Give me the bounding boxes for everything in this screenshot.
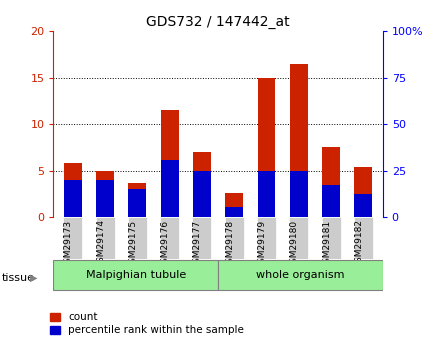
Bar: [193, 152, 211, 217]
Text: GSM29176: GSM29176: [161, 219, 170, 268]
Bar: [355, 167, 372, 217]
Bar: [53, 260, 218, 290]
Text: GSM29174: GSM29174: [96, 219, 105, 268]
Text: GSM29173: GSM29173: [64, 219, 73, 268]
Bar: [96, 180, 114, 217]
Bar: [322, 217, 340, 259]
Title: GDS732 / 147442_at: GDS732 / 147442_at: [146, 14, 290, 29]
Bar: [128, 217, 147, 259]
Text: tissue: tissue: [2, 273, 35, 283]
Text: GSM29182: GSM29182: [354, 219, 363, 268]
Text: ▶: ▶: [30, 273, 38, 283]
Text: GSM29180: GSM29180: [290, 219, 299, 268]
Bar: [258, 171, 275, 217]
Bar: [161, 160, 178, 217]
Bar: [96, 171, 114, 217]
Bar: [290, 63, 307, 217]
Bar: [322, 147, 340, 217]
Bar: [257, 217, 276, 259]
Bar: [218, 260, 383, 290]
Bar: [96, 217, 114, 259]
Bar: [64, 180, 81, 217]
Legend: count, percentile rank within the sample: count, percentile rank within the sample: [50, 312, 244, 335]
Bar: [160, 217, 179, 259]
Bar: [225, 193, 243, 217]
Bar: [289, 217, 308, 259]
Bar: [225, 217, 244, 259]
Bar: [258, 78, 275, 217]
Bar: [225, 207, 243, 217]
Bar: [193, 171, 211, 217]
Bar: [129, 189, 146, 217]
Bar: [355, 194, 372, 217]
Text: GSM29178: GSM29178: [225, 219, 234, 268]
Text: GSM29175: GSM29175: [128, 219, 138, 268]
Bar: [290, 171, 307, 217]
Bar: [63, 217, 82, 259]
Text: GSM29181: GSM29181: [322, 219, 331, 268]
Bar: [322, 185, 340, 217]
Bar: [192, 217, 211, 259]
Text: GSM29179: GSM29179: [258, 219, 267, 268]
Bar: [354, 217, 373, 259]
Bar: [161, 110, 178, 217]
Bar: [64, 163, 81, 217]
Text: Malpighian tubule: Malpighian tubule: [85, 270, 186, 280]
Bar: [129, 183, 146, 217]
Text: whole organism: whole organism: [256, 270, 344, 280]
Text: GSM29177: GSM29177: [193, 219, 202, 268]
